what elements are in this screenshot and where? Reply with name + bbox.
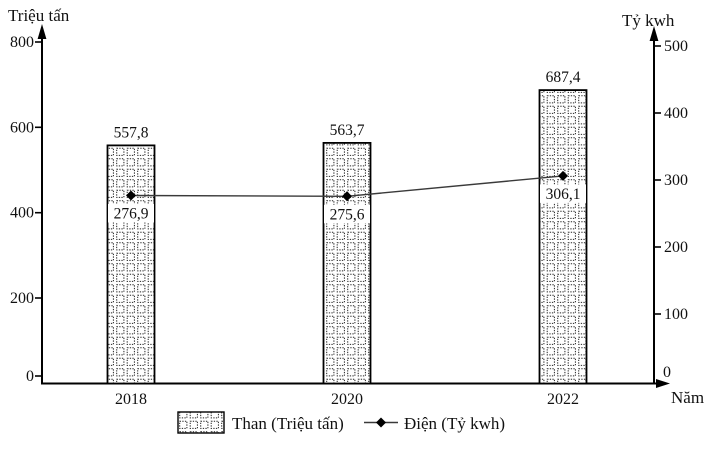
- line-value-label: 276,9: [114, 206, 149, 223]
- bar-2020: [322, 141, 372, 385]
- bar-value-label: 563,7: [330, 122, 365, 139]
- right-axis-title: Tỷ kwh: [622, 11, 675, 30]
- data-layer: [106, 89, 588, 385]
- line-label-box: [324, 204, 370, 224]
- diamond-marker-icon: [342, 191, 352, 202]
- left-axis-ticks: [35, 41, 43, 377]
- left-axis-title: Triệu tấn: [8, 6, 70, 25]
- right-axis-arrow-icon: [649, 26, 659, 41]
- bar-value-label: 687,4: [546, 69, 581, 86]
- right-tick-500: 500: [664, 38, 688, 55]
- line-value-label: 306,1: [546, 186, 581, 203]
- x-axis-title: Năm: [671, 388, 704, 407]
- left-tick-800: 800: [10, 34, 34, 51]
- category-labels: 2018 2020 2022: [115, 391, 579, 408]
- legend-line-label: Điện (Tỷ kwh): [404, 414, 505, 433]
- right-axis-ticks: [654, 45, 661, 315]
- axis-arrows: [37, 24, 670, 388]
- line-label-box: [108, 204, 154, 223]
- right-tick-0: 0: [663, 364, 671, 381]
- bar-2018: [106, 144, 156, 385]
- category-2020: 2020: [331, 391, 363, 408]
- line-value-labels: 276,9 275,6 306,1: [114, 186, 581, 223]
- right-axis-tick-labels: 500 400 300 200 100 0: [663, 38, 688, 381]
- category-2022: 2022: [547, 391, 579, 408]
- bar-2022: [538, 89, 588, 385]
- legend-diamond-icon: [376, 417, 386, 428]
- line-value-label: 275,6: [330, 206, 365, 223]
- bar-value-label: 557,8: [114, 124, 149, 141]
- right-tick-200: 200: [664, 239, 688, 256]
- bar-value-labels: 557,8 563,7 687,4: [114, 69, 581, 141]
- legend-bar-swatch: [177, 411, 225, 434]
- legend: Than (Triệu tấn) Điện (Tỷ kwh): [177, 411, 505, 434]
- left-axis-tick-labels: 800 600 400 200 0: [10, 34, 34, 385]
- right-tick-100: 100: [664, 306, 688, 323]
- left-tick-0: 0: [26, 368, 34, 385]
- line-label-box: [540, 184, 586, 203]
- diamond-marker-icon: [126, 190, 136, 201]
- legend-bar-label: Than (Triệu tấn): [232, 414, 344, 433]
- diamond-marker-icon: [558, 170, 568, 181]
- left-axis-arrow-icon: [37, 24, 47, 39]
- x-axis-arrow-icon: [656, 379, 670, 388]
- right-tick-400: 400: [664, 105, 688, 122]
- left-tick-200: 200: [10, 290, 34, 307]
- category-2018: 2018: [115, 391, 147, 408]
- right-tick-300: 300: [664, 172, 688, 189]
- left-tick-600: 600: [10, 119, 34, 136]
- left-tick-400: 400: [10, 205, 34, 222]
